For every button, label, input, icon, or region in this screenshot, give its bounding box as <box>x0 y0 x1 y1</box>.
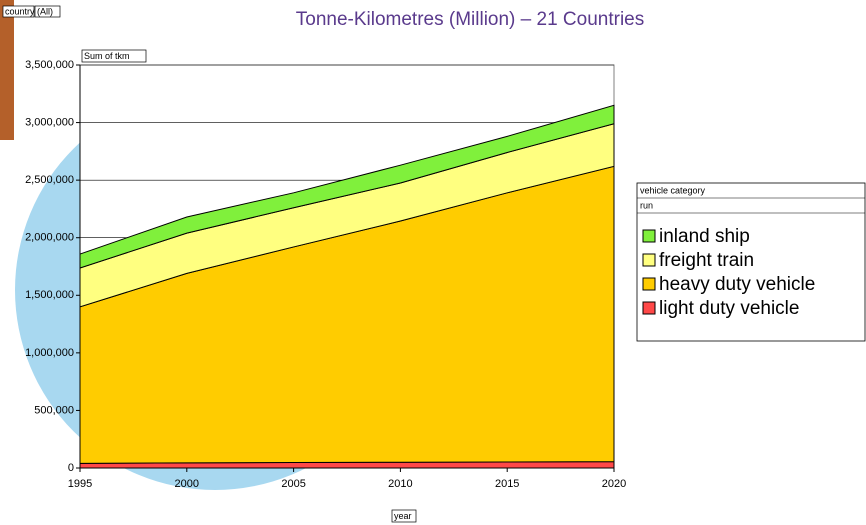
x-tick-label: 2020 <box>602 478 626 490</box>
legend-swatch <box>642 253 656 267</box>
field-box <box>81 49 147 63</box>
page-field: country <box>5 6 35 16</box>
legend-subtitle: run <box>640 200 653 210</box>
legend-label: freight train <box>659 250 754 271</box>
y-tick-label: 2,000,000 <box>25 232 74 244</box>
x-axis-label: year <box>394 511 412 521</box>
legend-label: heavy duty vehicle <box>659 274 815 295</box>
y-tick-label: 1,000,000 <box>25 347 74 359</box>
field-box <box>34 5 61 18</box>
legend-title: vehicle category <box>640 185 706 195</box>
y-tick-label: 3,000,000 <box>25 116 74 128</box>
y-tick-label: 0 <box>68 462 74 474</box>
legend-label: light duty vehicle <box>659 298 799 319</box>
x-tick-label: 2010 <box>388 478 412 490</box>
x-tick-label: 2015 <box>495 478 519 490</box>
chart-title: Tonne-Kilometres (Million) – 21 Countrie… <box>296 9 644 30</box>
legend-swatch <box>642 229 656 243</box>
field-box <box>2 5 35 18</box>
x-tick-label: 2005 <box>281 478 305 490</box>
area <box>79 104 615 269</box>
field-box <box>391 509 417 523</box>
legend-label: inland ship <box>659 226 750 247</box>
y-tick-label: 500,000 <box>34 404 74 416</box>
legend <box>636 182 866 342</box>
y-tick-label: 1,500,000 <box>25 289 74 301</box>
x-tick-label: 2000 <box>175 478 199 490</box>
y-tick-label: 2,500,000 <box>25 174 74 186</box>
page-field-value: (All) <box>37 6 53 16</box>
x-tick-label: 1995 <box>68 478 92 490</box>
decor-stripe <box>0 0 14 140</box>
legend-swatch <box>642 301 656 315</box>
data-field: Sum of tkm <box>84 51 130 61</box>
legend-swatch <box>642 277 656 291</box>
y-tick-label: 3,500,000 <box>25 59 74 71</box>
